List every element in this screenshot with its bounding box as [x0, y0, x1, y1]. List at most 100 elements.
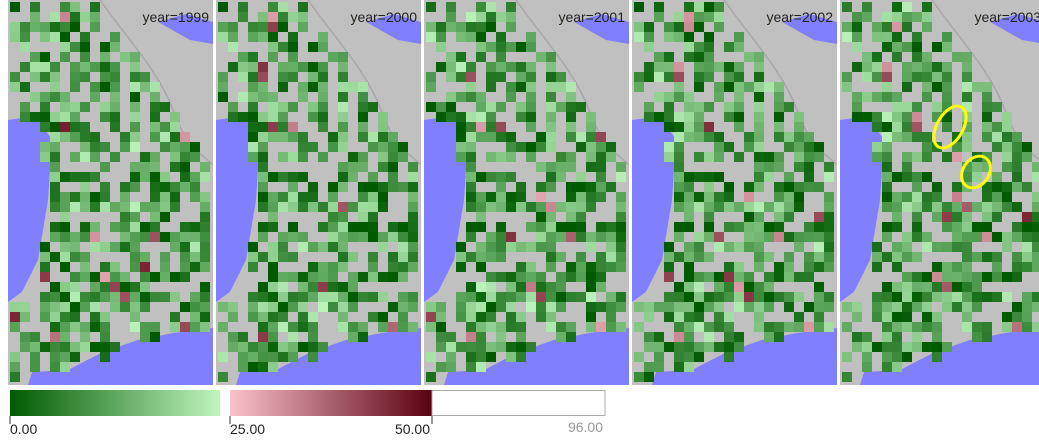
grid-cell [684, 172, 694, 182]
grid-cell [892, 192, 902, 202]
grid-cell [50, 92, 60, 102]
grid-cell [902, 252, 912, 262]
grid-cell [90, 202, 100, 212]
grid-cell [90, 62, 100, 72]
grid-cell [902, 72, 912, 82]
grid-cell [704, 32, 714, 42]
grid-cell [258, 62, 268, 72]
grid-cell [486, 282, 496, 292]
grid-cell [100, 192, 110, 202]
grid-cell [952, 52, 962, 62]
grid-cell [922, 172, 932, 182]
grid-cell [586, 322, 596, 332]
grid-cell [724, 332, 734, 342]
grid-cell [814, 222, 824, 232]
grid-cell [774, 182, 784, 192]
grid-cell [526, 62, 536, 72]
grid-cell [684, 182, 694, 192]
grid-cell [456, 32, 466, 42]
grid-cell [962, 252, 972, 262]
grid-cell [60, 232, 70, 242]
grid-cell [536, 162, 546, 172]
grid-cell [842, 372, 852, 382]
grid-cell [714, 322, 724, 332]
grid-cell [576, 182, 586, 192]
grid-cell [190, 192, 200, 202]
grid-cell [942, 262, 952, 272]
grid-cell [556, 282, 566, 292]
grid-cell [794, 162, 804, 172]
grid-cell [694, 202, 704, 212]
grid-cell [40, 292, 50, 302]
grid-cell [704, 272, 714, 282]
grid-cell [814, 212, 824, 222]
grid-cell [882, 202, 892, 212]
grid-cell [536, 242, 546, 252]
grid-cell [436, 302, 446, 312]
grid-cell [872, 112, 882, 122]
grid-cell [912, 132, 922, 142]
grid-cell [644, 362, 654, 372]
grid-cell [190, 322, 200, 332]
grid-cell [278, 272, 288, 282]
grid-cell [616, 302, 626, 312]
grid-cell [1002, 232, 1012, 242]
grid-cell [308, 102, 318, 112]
grid-cell [674, 362, 684, 372]
grid-cell [694, 252, 704, 262]
grid-cell [456, 242, 466, 252]
grid-cell [804, 172, 814, 182]
grid-cell [308, 272, 318, 282]
grid-cell [486, 22, 496, 32]
grid-cell [70, 282, 80, 292]
grid-cell [466, 292, 476, 302]
grid-cell [694, 72, 704, 82]
grid-cell [160, 132, 170, 142]
grid-cell [576, 262, 586, 272]
grid-cell [892, 292, 902, 302]
grid-cell [358, 152, 368, 162]
grid-cell [50, 222, 60, 232]
grid-cell [664, 252, 674, 262]
grid-cell [912, 122, 922, 132]
grid-cell [566, 322, 576, 332]
grid-cell [1022, 232, 1032, 242]
grid-cell [902, 302, 912, 312]
grid-cell [526, 292, 536, 302]
grid-cell [466, 362, 476, 372]
grid-cell [1032, 302, 1039, 312]
grid-cell [664, 292, 674, 302]
grid-cell [436, 362, 446, 372]
grid-cell [674, 302, 684, 312]
grid-cell [10, 22, 20, 32]
grid-cell [368, 142, 378, 152]
grid-cell [704, 192, 714, 202]
grid-cell [982, 192, 992, 202]
grid-cell [120, 182, 130, 192]
grid-cell [754, 102, 764, 112]
grid-cell [358, 112, 368, 122]
grid-cell [258, 302, 268, 312]
grid-cell [130, 122, 140, 132]
grid-cell [616, 252, 626, 262]
grid-cell [170, 162, 180, 172]
grid-cell [852, 92, 862, 102]
grid-cell [922, 132, 932, 142]
grid-cell [170, 312, 180, 322]
grid-cell [654, 72, 664, 82]
grid-cell [872, 312, 882, 322]
grid-cell [30, 2, 40, 12]
grid-cell [278, 72, 288, 82]
grid-cell [268, 292, 278, 302]
grid-cell [892, 282, 902, 292]
legend-green-ramp [10, 390, 220, 416]
grid-cell [754, 132, 764, 142]
grid-cell [694, 192, 704, 202]
grid-cell [170, 202, 180, 212]
grid-cell [644, 372, 654, 382]
grid-cell [814, 322, 824, 332]
grid-cell [546, 112, 556, 122]
grid-cell [170, 322, 180, 332]
grid-cell [596, 232, 606, 242]
grid-cell [734, 62, 744, 72]
